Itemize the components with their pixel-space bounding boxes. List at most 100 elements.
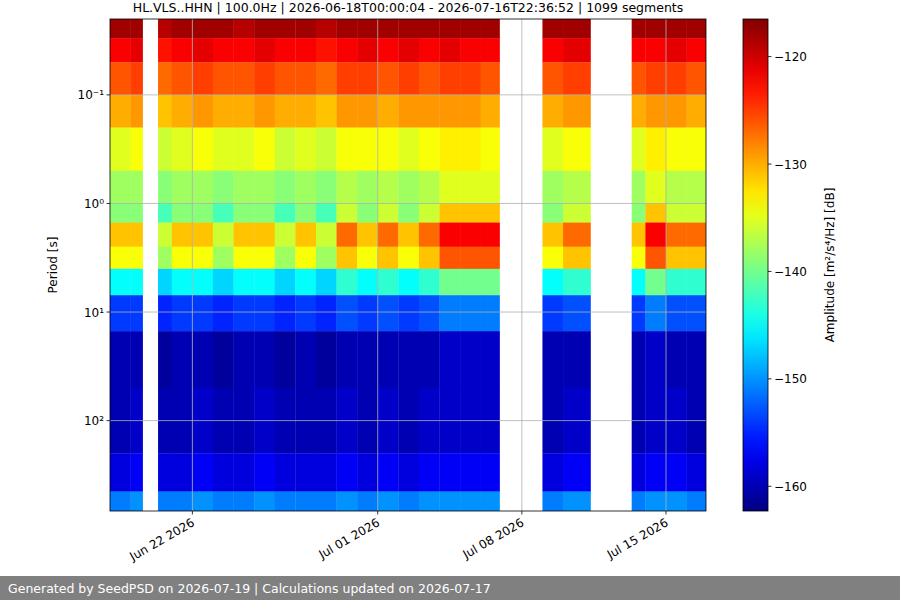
cell — [131, 62, 143, 95]
cell — [316, 453, 337, 492]
cell — [481, 95, 500, 128]
cell — [666, 223, 687, 247]
cell — [542, 203, 563, 222]
cell — [439, 331, 460, 388]
cell — [234, 203, 255, 222]
cell — [398, 453, 419, 492]
cell — [337, 128, 358, 172]
cell — [460, 223, 481, 247]
cell — [666, 203, 687, 222]
cell — [172, 128, 193, 172]
cell — [645, 171, 666, 204]
cell — [645, 453, 666, 492]
cell — [398, 223, 419, 247]
cell — [632, 128, 646, 172]
cell — [563, 171, 591, 204]
cell — [645, 492, 666, 511]
cell — [192, 492, 213, 511]
cell — [481, 38, 500, 62]
cell — [666, 19, 687, 38]
grid — [110, 19, 706, 511]
cell — [110, 62, 131, 95]
cell — [357, 492, 378, 511]
cell — [131, 492, 143, 511]
cell — [172, 247, 193, 269]
cell — [439, 62, 460, 95]
cell — [254, 128, 275, 172]
cell — [687, 203, 706, 222]
cell — [666, 171, 687, 204]
cell — [357, 19, 378, 38]
cell — [460, 62, 481, 95]
cell — [295, 331, 316, 388]
cell — [439, 38, 460, 62]
cell — [419, 38, 440, 62]
colorbar-tick-label: −120 — [774, 50, 807, 64]
cell — [337, 95, 358, 128]
cell — [542, 128, 563, 172]
chart: HL.VLS..HHN | 100.0Hz | 2026-06-18T00:00… — [0, 0, 900, 600]
cell — [563, 223, 591, 247]
cell — [172, 203, 193, 222]
cell — [192, 203, 213, 222]
grid-line — [192, 19, 193, 511]
y-tick — [107, 203, 111, 204]
cell — [295, 19, 316, 38]
cell — [687, 492, 706, 511]
cell — [563, 95, 591, 128]
cell — [234, 269, 255, 296]
cell — [110, 171, 131, 204]
cell — [110, 38, 131, 62]
x-tick-label: Jul 08 2026 — [460, 515, 527, 562]
cell — [158, 492, 172, 511]
cell — [632, 269, 646, 296]
cell — [316, 38, 337, 62]
cell — [275, 247, 296, 269]
cell — [337, 295, 358, 331]
cell — [632, 223, 646, 247]
grid-line — [110, 94, 706, 95]
cell — [234, 223, 255, 247]
cell — [398, 247, 419, 269]
cell — [419, 269, 440, 296]
cell — [158, 453, 172, 492]
cell — [337, 62, 358, 95]
cell — [687, 223, 706, 247]
cell — [316, 223, 337, 247]
cell — [110, 128, 131, 172]
cell — [542, 453, 563, 492]
cell — [275, 269, 296, 296]
cell — [542, 492, 563, 511]
cell — [337, 19, 358, 38]
cell — [158, 19, 172, 38]
cell — [563, 62, 591, 95]
cell — [378, 223, 399, 247]
cell — [687, 95, 706, 128]
cell — [275, 128, 296, 172]
cell — [357, 203, 378, 222]
cell — [254, 95, 275, 128]
cell — [632, 203, 646, 222]
cell — [158, 331, 172, 388]
colorbar-label: Amplitude [m²/s⁴/Hz] [dB] — [823, 188, 837, 343]
cell — [542, 19, 563, 38]
cell — [131, 38, 143, 62]
cell — [254, 331, 275, 388]
cell — [563, 128, 591, 172]
cell — [357, 62, 378, 95]
cell — [172, 19, 193, 38]
cell — [357, 247, 378, 269]
cell — [316, 171, 337, 204]
cell — [542, 38, 563, 62]
cell — [172, 223, 193, 247]
cell — [645, 95, 666, 128]
x-tick — [666, 511, 667, 515]
cell — [378, 295, 399, 331]
cell — [337, 223, 358, 247]
cell — [439, 269, 460, 296]
cell — [110, 453, 131, 492]
cell — [398, 331, 419, 388]
cell — [398, 492, 419, 511]
grid-line — [377, 19, 378, 511]
cell — [172, 269, 193, 296]
